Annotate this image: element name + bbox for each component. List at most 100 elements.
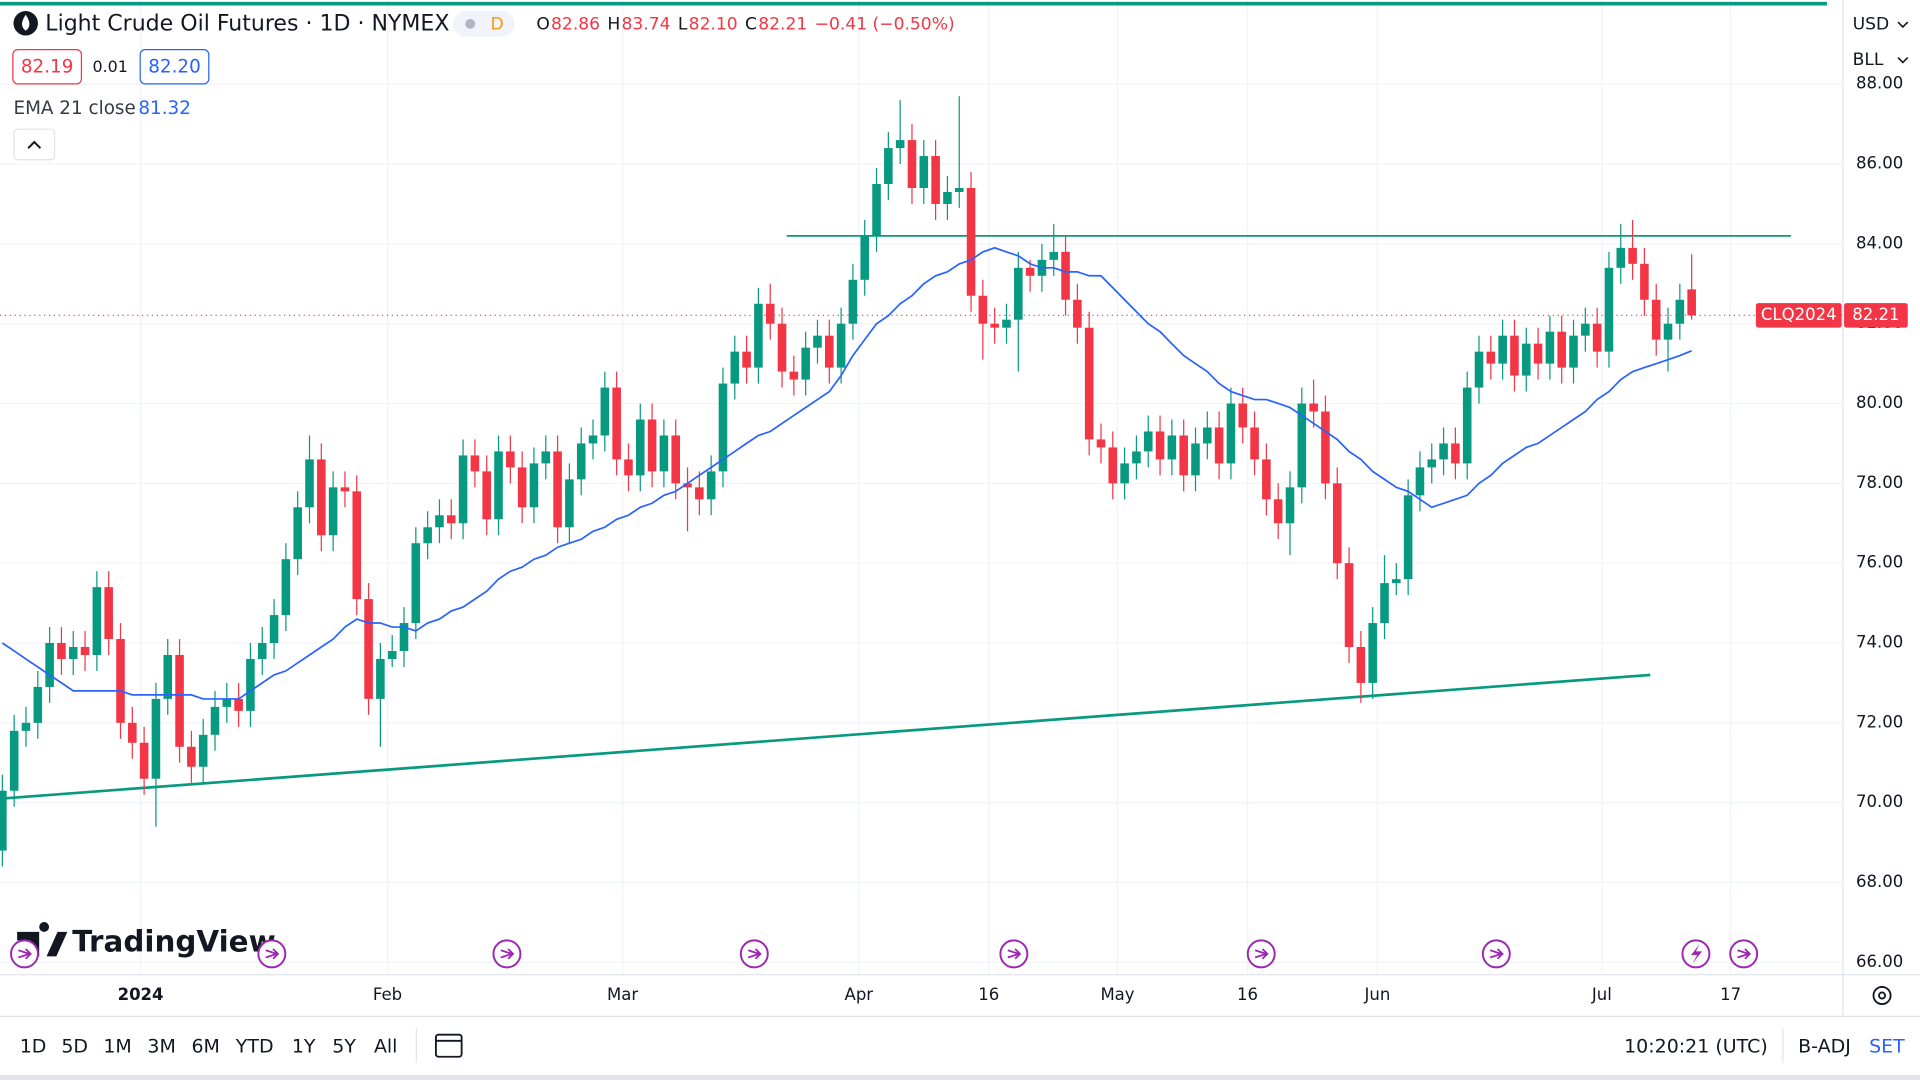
trend-line [0, 673, 1651, 801]
candle-body [765, 303, 775, 324]
candle-body [352, 491, 362, 600]
candle-body [80, 647, 90, 655]
candle-body [21, 722, 31, 731]
ema-line [1, 246, 1692, 700]
y-tick-label: 78.00 [1856, 473, 1903, 492]
event-icon [265, 948, 280, 960]
range-button[interactable]: 5D [61, 1035, 88, 1057]
price-tag-bg [1844, 303, 1908, 328]
calendar-icon[interactable] [435, 1033, 463, 1058]
candle-body [742, 351, 751, 368]
candle-body [1451, 443, 1460, 464]
unit[interactable]: BLL [1853, 50, 1884, 70]
adjustment-toggle[interactable]: B-ADJ [1798, 1035, 1851, 1057]
plot [0, 96, 1843, 867]
event-marker[interactable] [1246, 939, 1276, 969]
range-button[interactable]: 1M [103, 1035, 131, 1057]
candle-body [281, 559, 291, 616]
candle-body [671, 435, 680, 484]
range-button[interactable]: 1Y [292, 1035, 316, 1057]
x-tick-label: Mar [607, 985, 638, 1004]
candle-body [340, 487, 350, 492]
x-tick-label: Jun [1364, 985, 1391, 1004]
y-tick-label: 84.00 [1856, 233, 1903, 252]
candle-body [635, 419, 645, 476]
candle-body [517, 467, 527, 508]
x-tick-label: 16 [978, 985, 999, 1004]
candle-body [1120, 463, 1129, 484]
bid-box[interactable] [12, 48, 83, 85]
symbol-tag-bg [1755, 303, 1842, 328]
candle-body [1167, 435, 1177, 460]
range-button[interactable]: All [374, 1035, 398, 1057]
event-marker[interactable] [492, 939, 522, 969]
ohlc-label: L [678, 14, 688, 34]
x-tick-label: 2024 [118, 985, 164, 1004]
ask-price[interactable]: 82.20 [148, 56, 201, 77]
logo: TradingView [17, 922, 276, 958]
y-tick-label: 70.00 [1856, 792, 1903, 811]
candle-body [376, 658, 385, 699]
event-icon [1737, 948, 1752, 960]
range-button[interactable]: 3M [147, 1035, 175, 1057]
candle-body [1545, 331, 1555, 364]
ohlc-value: 82.86 [551, 14, 600, 34]
range-button[interactable]: 5Y [332, 1035, 356, 1057]
ask-box[interactable] [139, 48, 210, 85]
candle-body [647, 419, 657, 472]
candle-body [588, 435, 598, 444]
candle-body [446, 515, 456, 524]
range-button[interactable]: 6M [191, 1035, 219, 1057]
event-icon [1691, 944, 1703, 964]
event-marker[interactable] [1729, 939, 1759, 969]
candle-body [825, 335, 834, 368]
event-icon [1489, 948, 1505, 960]
candle-body [1285, 487, 1295, 524]
candle-body [210, 706, 220, 735]
event-marker[interactable] [739, 939, 769, 969]
event-marker[interactable] [999, 939, 1029, 969]
candle-body [1332, 483, 1342, 564]
legend-header: Light Crude Oil Futures · 1D · NYMEX D O… [0, 1, 1920, 161]
candle-body [1415, 467, 1425, 496]
settings-icon[interactable] [1872, 986, 1892, 1005]
candle-body [553, 451, 562, 528]
candle-body [1380, 583, 1389, 624]
y-tick-label: 80.00 [1856, 393, 1903, 412]
candle-body [104, 587, 113, 640]
candle-body [990, 323, 999, 328]
event-marker[interactable] [1481, 939, 1511, 969]
candle-body [151, 698, 161, 779]
candle-body [718, 383, 728, 472]
candle-body [1084, 327, 1094, 440]
candle-body [907, 140, 917, 188]
candle-body [1344, 563, 1354, 648]
currency[interactable]: USD [1853, 14, 1890, 34]
session-toggle[interactable]: SET [1869, 1035, 1905, 1057]
candle-body [1321, 411, 1330, 484]
clock[interactable]: 10:20:21 (UTC) [1624, 1035, 1768, 1057]
candle-body [1474, 351, 1484, 388]
event-marker[interactable] [257, 939, 287, 969]
candle-body [1262, 459, 1271, 500]
candle-body [813, 335, 822, 348]
range-button[interactable]: 1D [20, 1035, 47, 1057]
ohlc-value: 82.10 [689, 14, 738, 34]
candle-body [1486, 351, 1496, 364]
candle-body [175, 654, 184, 747]
collapse-button[interactable] [13, 128, 56, 161]
collapse-icon [27, 140, 42, 149]
candle-body [1640, 263, 1649, 300]
symbol-drop [22, 14, 30, 31]
candle-body [695, 487, 704, 500]
event-marker[interactable] [10, 939, 39, 969]
bid-price[interactable]: 82.19 [21, 56, 74, 77]
y-tick-label: 88.00 [1856, 74, 1903, 93]
candle-body [1687, 289, 1696, 316]
candle-body [1392, 579, 1401, 584]
y-tick-label: 72.00 [1856, 712, 1903, 731]
range-button[interactable]: YTD [235, 1035, 274, 1057]
candle-body [293, 507, 302, 560]
currency-chevron [1897, 21, 1909, 29]
